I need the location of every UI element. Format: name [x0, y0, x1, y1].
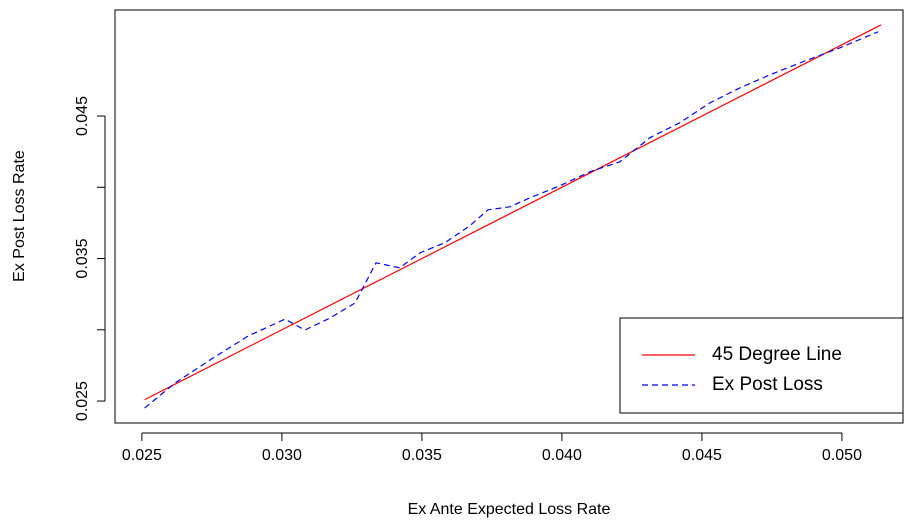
- x-tick-label: 0.045: [682, 447, 722, 464]
- y-tick-label: 0.045: [74, 96, 91, 136]
- x-tick-label: 0.030: [262, 447, 302, 464]
- y-tick-label: 0.025: [74, 381, 91, 421]
- legend-label: Ex Post Loss: [712, 374, 823, 395]
- x-tick-label: 0.025: [122, 447, 162, 464]
- plot-frame: [114, 9, 904, 424]
- legend-box: [619, 317, 904, 414]
- series-line: [144, 31, 879, 409]
- y-axis-title: Ex Post Loss Rate: [11, 150, 28, 282]
- x-axis-title: Ex Ante Expected Loss Rate: [408, 501, 611, 518]
- legend-label: 45 Degree Line: [712, 344, 842, 365]
- series-line: [144, 24, 882, 401]
- x-tick-label: 0.035: [402, 447, 442, 464]
- x-tick-label: 0.050: [822, 447, 862, 464]
- x-tick-label: 0.040: [542, 447, 582, 464]
- y-tick-label: 0.035: [74, 238, 91, 278]
